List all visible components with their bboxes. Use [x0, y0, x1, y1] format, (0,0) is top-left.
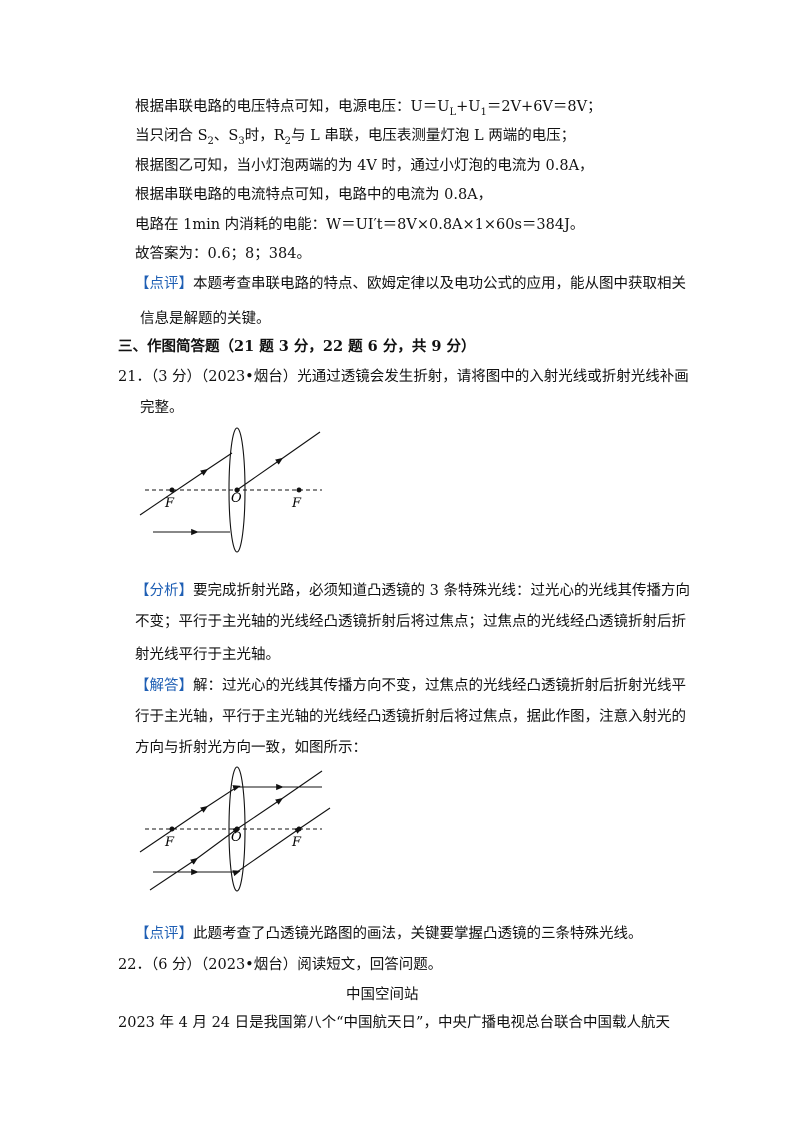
tag: 【点评】 [135, 926, 193, 942]
text: 行于主光轴，平行于主光轴的光线经凸透镜折射后将过焦点，据此作图，注意入射光的 [135, 709, 686, 725]
text-line: 根据图乙可知，当小灯泡两端的为 4V 时，通过小灯泡的电流为 0.8A， [135, 156, 594, 176]
text-line: 当只闭合 S2、S3时，R2与 L 串联，电压表测量灯泡 L 两端的电压； [135, 126, 575, 152]
text: ＝2V+6V＝8V； [486, 99, 602, 115]
text: 中国空间站 [346, 987, 419, 1003]
text: 与 L 串联，电压表测量灯泡 L 两端的电压； [291, 128, 576, 144]
text-line: 中国空间站 [346, 985, 419, 1005]
text-line: 21．（3 分）（2023•烟台）光通过透镜会发生折射，请将图中的入射光线或折射… [118, 367, 689, 387]
text-line: 信息是解题的关键。 [140, 309, 271, 329]
text-line: 故答案为：0.6；8；384。 [135, 244, 311, 264]
text-line: 2023 年 4 月 24 日是我国第八个“中国航天日”，中央广播电视总台联合中… [118, 1013, 670, 1033]
text-line: 【点评】本题考查串联电路的特点、欧姆定律以及电功公式的应用，能从图中获取相关 [135, 274, 686, 294]
figure-label: F [164, 496, 175, 511]
text: 时，R [244, 128, 285, 144]
tag: 【点评】 [135, 276, 193, 292]
text: 故答案为：0.6；8；384。 [135, 246, 311, 262]
figure-2 [139, 766, 331, 892]
tag: 【分析】 [135, 583, 193, 599]
text: 22．（6 分）（2023•烟台）阅读短文，回答问题。 [118, 957, 443, 973]
text: 本题考查串联电路的特点、欧姆定律以及电功公式的应用，能从图中获取相关 [193, 276, 686, 292]
text-line: 电路在 1min 内消耗的电能：W＝UI′t＝8V×0.8A×1×60s＝384… [135, 215, 584, 235]
subscript: 2 [207, 135, 214, 147]
figure-label: O [231, 491, 242, 506]
text: 、S [213, 128, 239, 144]
text: 根据串联电路的电压特点可知，电源电压：U＝U [135, 99, 450, 115]
subscript: 1 [480, 106, 487, 118]
text: 根据串联电路的电流特点可知，电路中的电流为 0.8A， [135, 187, 493, 203]
text-line: 【分析】要完成折射光路，必须知道凸透镜的 3 条特殊光线：过光心的光线其传播方向 [135, 581, 690, 601]
figure-label: F [164, 835, 175, 850]
figure-label: F [291, 835, 302, 850]
text: 当只闭合 S [135, 128, 208, 144]
figure-1 [139, 427, 322, 553]
text-line: 【解答】解：过光心的光线其传播方向不变，过焦点的光线经凸透镜折射后折射光线平 [135, 676, 686, 696]
text: 射光线平行于主光轴。 [135, 647, 280, 663]
text-line: 不变；平行于主光轴的光线经凸透镜折射后将过焦点；过焦点的光线经凸透镜折射后折 [135, 612, 686, 632]
text-line: 22．（6 分）（2023•烟台）阅读短文，回答问题。 [118, 955, 442, 975]
text: 解：过光心的光线其传播方向不变，过焦点的光线经凸透镜折射后折射光线平 [193, 678, 686, 694]
text-line: 根据串联电路的电压特点可知，电源电压：U＝UL+U1＝2V+6V＝8V； [135, 97, 602, 123]
text: 三、作图简答题（21 题 3 分，22 题 6 分，共 9 分） [118, 338, 476, 355]
figure-label: O [231, 830, 242, 845]
text: 此题考查了凸透镜光路图的画法，关键要掌握凸透镜的三条特殊光线。 [193, 926, 643, 942]
text-line: 完整。 [140, 398, 184, 418]
text: 21．（3 分）（2023•烟台）光通过透镜会发生折射，请将图中的入射光线或折射… [118, 369, 689, 385]
text: 方向与折射光方向一致，如图所示： [135, 740, 367, 756]
text: 根据图乙可知，当小灯泡两端的为 4V 时，通过小灯泡的电流为 0.8A， [135, 158, 594, 174]
subscript: 2 [284, 135, 292, 147]
text: 电路在 1min 内消耗的电能：W＝UI′t＝8V×0.8A×1×60s＝384… [135, 217, 585, 233]
text-line: 方向与折射光方向一致，如图所示： [135, 738, 367, 758]
text-line: 射光线平行于主光轴。 [135, 645, 280, 665]
subscript: 3 [238, 135, 245, 147]
text: 2023 年 4 月 24 日是我国第八个“中国航天日”，中央广播电视总台联合中… [118, 1015, 670, 1031]
text-line: 三、作图简答题（21 题 3 分，22 题 6 分，共 9 分） [118, 337, 476, 357]
subscript: L [449, 106, 457, 118]
text-line: 【点评】此题考查了凸透镜光路图的画法，关键要掌握凸透镜的三条特殊光线。 [135, 924, 643, 944]
text: 要完成折射光路，必须知道凸透镜的 3 条特殊光线：过光心的光线其传播方向 [193, 583, 690, 599]
text: 不变；平行于主光轴的光线经凸透镜折射后将过焦点；过焦点的光线经凸透镜折射后折 [135, 614, 686, 630]
text-line: 根据串联电路的电流特点可知，电路中的电流为 0.8A， [135, 185, 492, 205]
figure-label: F [291, 496, 302, 511]
text: 信息是解题的关键。 [140, 311, 271, 327]
text: 完整。 [140, 400, 184, 416]
tag: 【解答】 [135, 678, 193, 694]
text: +U [456, 99, 481, 115]
text-line: 行于主光轴，平行于主光轴的光线经凸透镜折射后将过焦点，据此作图，注意入射光的 [135, 707, 686, 727]
